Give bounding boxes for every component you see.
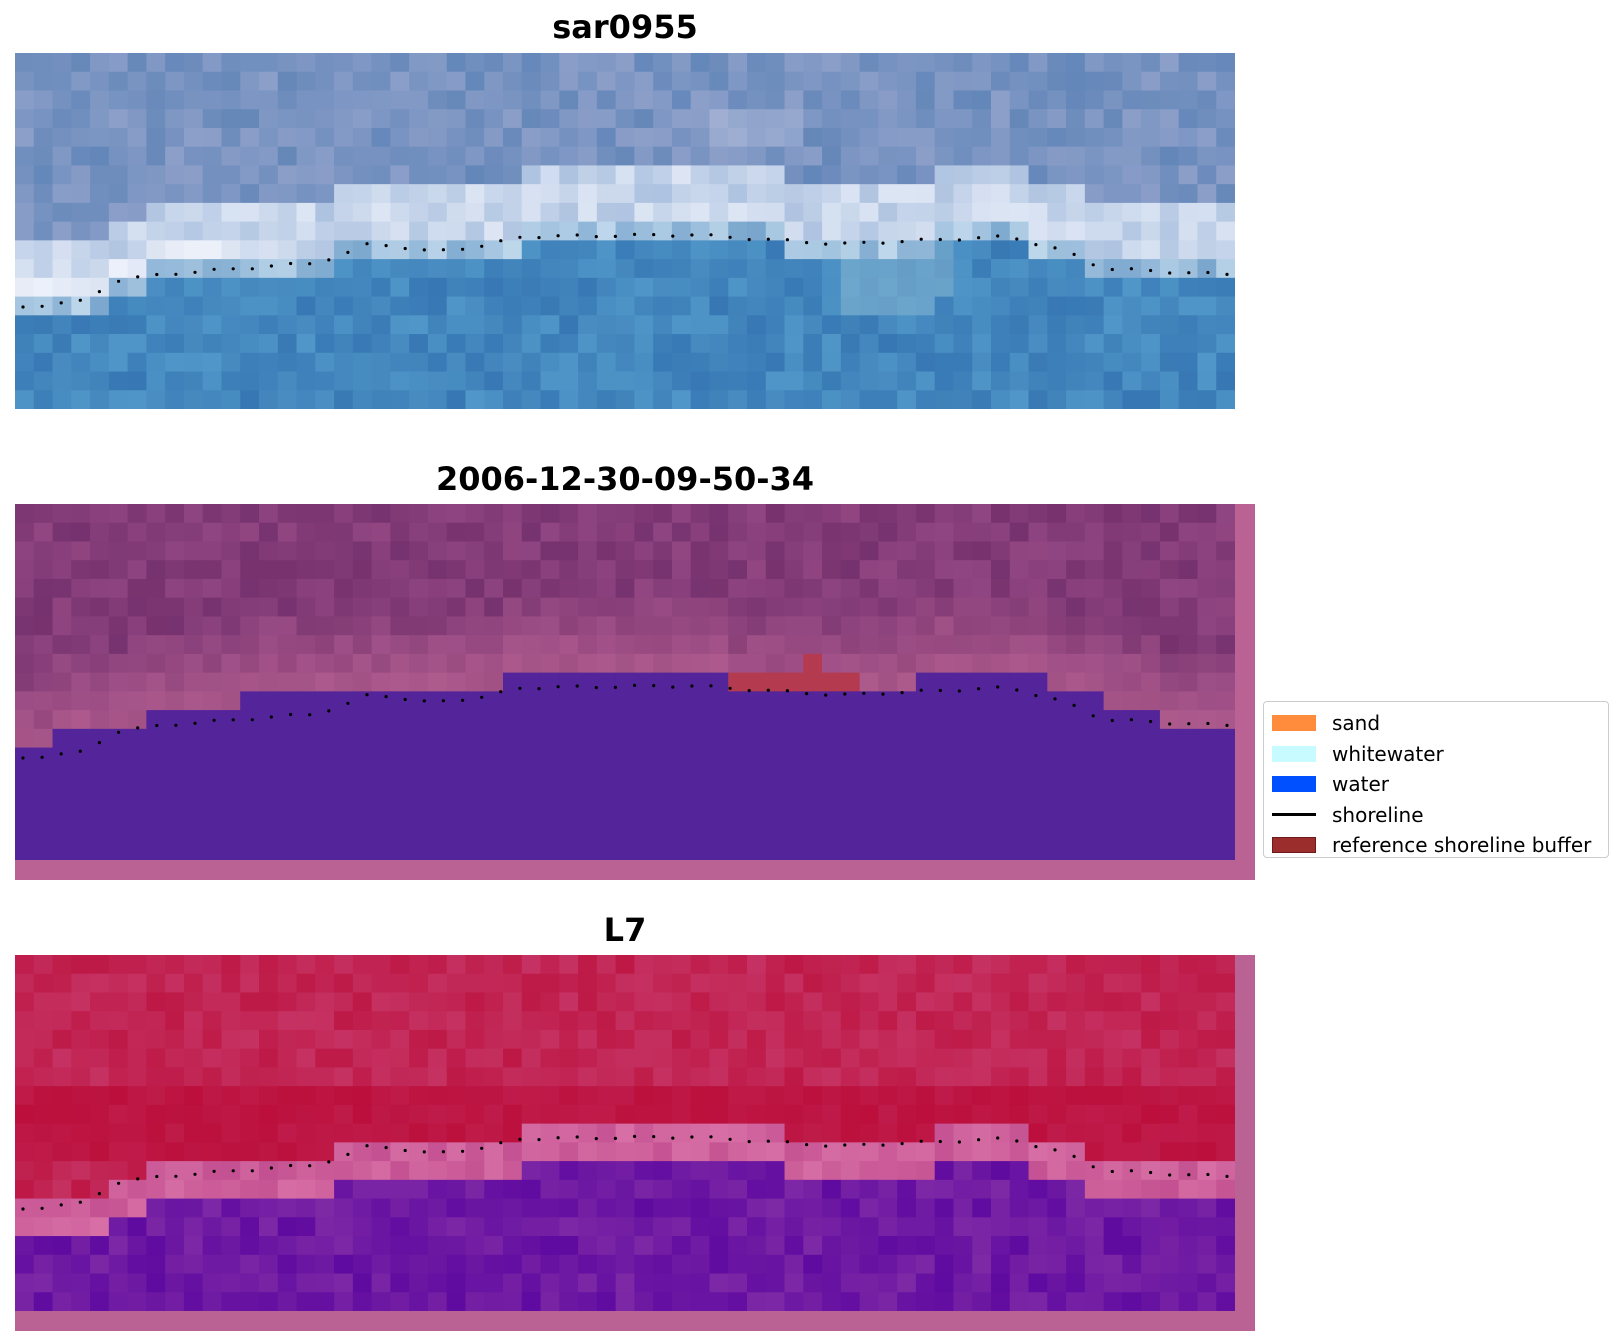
falsecolor-image [15, 955, 1255, 1331]
panel-3-title: L7 [603, 911, 647, 949]
shoreline-dots [21, 1134, 1229, 1211]
legend-label: whitewater [1332, 741, 1444, 766]
legend-label: shoreline [1332, 802, 1424, 827]
legend-item-shoreline: shoreline [1272, 800, 1600, 831]
legend-label: water [1332, 772, 1389, 797]
panel-2-title: 2006-12-30-09-50-34 [435, 460, 815, 498]
legend-swatch-water [1272, 776, 1316, 793]
legend-swatch-sand [1272, 715, 1316, 732]
legend-item-water: water [1272, 769, 1600, 800]
panel-1-title: sar0955 [552, 8, 698, 46]
legend-swatch-reference-buffer [1272, 837, 1316, 854]
satellite-image-rgb [15, 53, 1235, 409]
classified-raster [15, 504, 1236, 861]
classified-image [15, 504, 1255, 880]
legend-line-shoreline [1272, 813, 1316, 817]
shoreline-dots [21, 232, 1229, 309]
legend-label: sand [1332, 711, 1381, 736]
legend: sand whitewater water shoreline referenc… [1263, 701, 1609, 858]
legend-item-sand: sand [1272, 708, 1600, 739]
legend-item-whitewater: whitewater [1272, 739, 1600, 770]
legend-swatch-whitewater [1272, 745, 1316, 762]
legend-label: reference shoreline buffer [1332, 833, 1592, 858]
legend-item-reference-buffer: reference shoreline buffer [1272, 830, 1600, 861]
shoreline-dots [21, 683, 1229, 760]
falsecolor-raster [15, 955, 1236, 1312]
